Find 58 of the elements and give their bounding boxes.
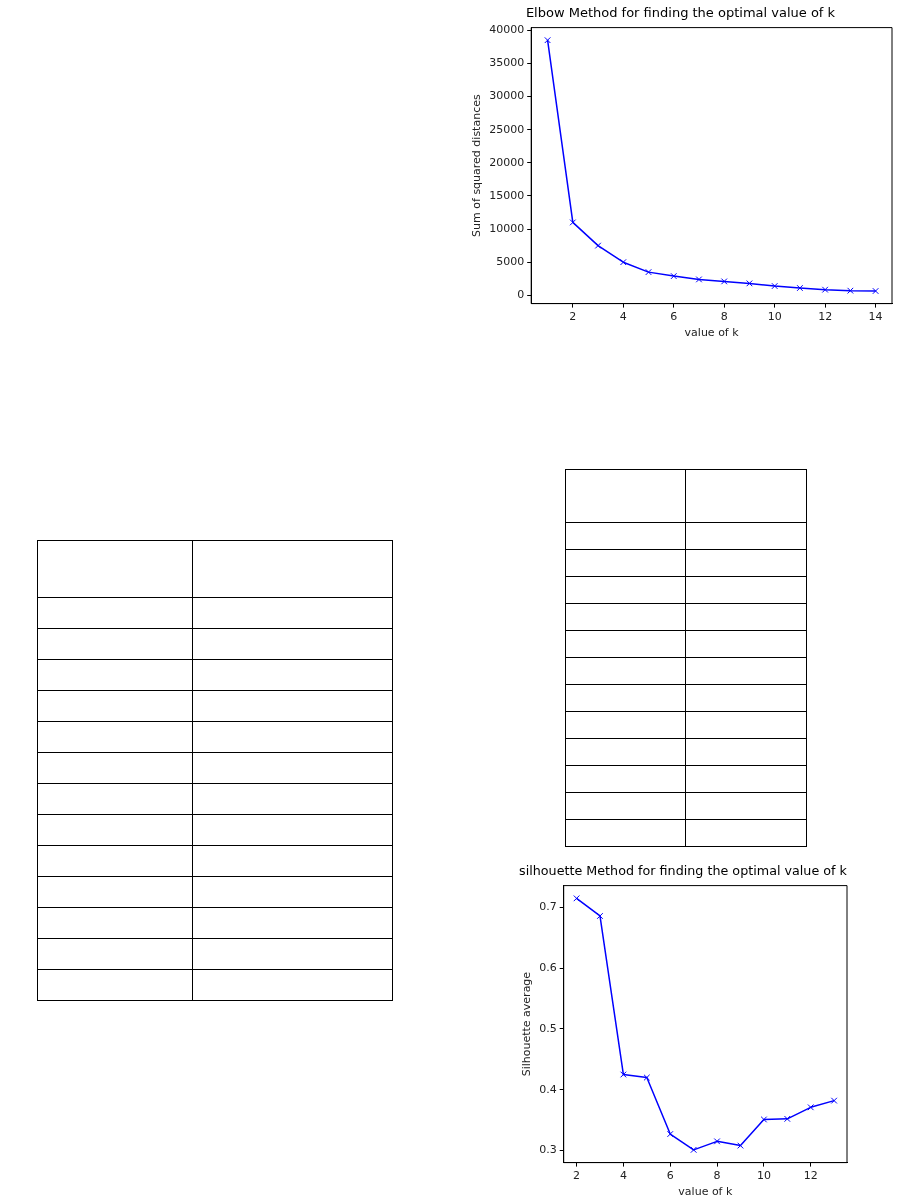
y-tick-label: 30000 <box>489 89 525 103</box>
x-tick-label: 4 <box>619 310 627 324</box>
x-tick-label: 8 <box>713 1169 721 1183</box>
point <box>695 276 703 283</box>
y-tick-label: 0.5 <box>539 1021 557 1035</box>
x-tick-label: 6 <box>670 310 678 324</box>
y-tick-label: 0 <box>517 288 525 302</box>
x-tick-label: 2 <box>569 310 577 324</box>
x-tick-label: 12 <box>818 310 833 324</box>
x-tick-label: 10 <box>756 1169 771 1183</box>
y-tick-label: 35000 <box>489 56 525 70</box>
point <box>619 258 627 266</box>
point <box>666 1130 674 1138</box>
point <box>690 1146 697 1154</box>
point <box>807 1103 815 1111</box>
x-axis-title: value of k <box>684 326 740 340</box>
x-tick-label: 4 <box>619 1169 627 1183</box>
point <box>760 1116 768 1123</box>
point <box>821 286 829 294</box>
x-tick-label: 2 <box>573 1169 581 1183</box>
x-tick-label: 14 <box>868 310 883 324</box>
y-tick-label: 10000 <box>489 221 525 235</box>
y-tick-label: 20000 <box>489 155 525 169</box>
point <box>872 287 879 295</box>
point <box>847 287 854 295</box>
x-tick-label: 6 <box>666 1169 674 1183</box>
point <box>713 1138 721 1145</box>
y-axis-title: Sum of squared distances <box>470 94 484 237</box>
x-tick-label: 8 <box>720 310 728 324</box>
point <box>670 272 678 280</box>
point <box>737 1142 744 1149</box>
point <box>783 1115 791 1123</box>
y-tick-label: 0.7 <box>539 900 557 914</box>
y-tick-label: 40000 <box>489 23 525 37</box>
point <box>544 36 551 44</box>
point <box>771 282 778 290</box>
point <box>594 242 602 249</box>
point <box>720 278 728 285</box>
y-axis-title: Silhouette average <box>520 971 534 1077</box>
point <box>569 219 577 226</box>
x-tick-label: 12 <box>803 1169 818 1183</box>
point <box>830 1097 838 1104</box>
point <box>645 268 652 276</box>
x-axis-title: value of k <box>678 1185 733 1199</box>
y-tick-label: 0.3 <box>539 1143 557 1157</box>
point <box>746 280 753 287</box>
y-tick-label: 0.4 <box>539 1082 557 1096</box>
point <box>796 284 804 292</box>
point <box>643 1074 651 1081</box>
y-tick-label: 15000 <box>489 188 525 202</box>
chart-title: silhouette Method for finding the optimal value of k <box>519 863 848 879</box>
y-tick-label: 0.6 <box>539 961 557 975</box>
x-tick-label: 10 <box>767 310 782 324</box>
y-tick-label: 25000 <box>489 122 525 136</box>
y-tick-label: 5000 <box>496 255 525 269</box>
point <box>620 1071 627 1078</box>
chart-title: Elbow Method for finding the optimal value of k <box>525 5 836 21</box>
point <box>573 895 580 902</box>
